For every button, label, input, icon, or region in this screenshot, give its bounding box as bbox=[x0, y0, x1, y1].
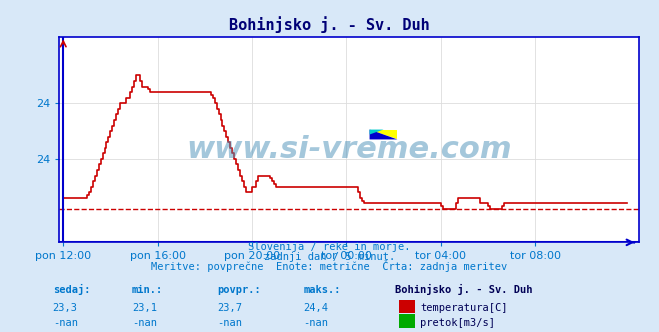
Text: min.:: min.: bbox=[132, 285, 163, 295]
Text: pretok[m3/s]: pretok[m3/s] bbox=[420, 318, 496, 328]
Text: temperatura[C]: temperatura[C] bbox=[420, 303, 508, 313]
Text: 23,3: 23,3 bbox=[53, 303, 78, 313]
Text: sedaj:: sedaj: bbox=[53, 284, 90, 295]
Text: -nan: -nan bbox=[217, 318, 243, 328]
Text: maks.:: maks.: bbox=[303, 285, 341, 295]
Text: -nan: -nan bbox=[132, 318, 157, 328]
Text: Bohinjsko j. - Sv. Duh: Bohinjsko j. - Sv. Duh bbox=[395, 284, 533, 295]
Polygon shape bbox=[370, 129, 397, 139]
Polygon shape bbox=[370, 129, 384, 134]
Text: Slovenija / reke in morje.: Slovenija / reke in morje. bbox=[248, 242, 411, 252]
Text: 24,4: 24,4 bbox=[303, 303, 328, 313]
Polygon shape bbox=[370, 129, 397, 139]
Text: -nan: -nan bbox=[303, 318, 328, 328]
Text: Meritve: povprečne  Enote: metrične  Črta: zadnja meritev: Meritve: povprečne Enote: metrične Črta:… bbox=[152, 260, 507, 272]
Text: 23,1: 23,1 bbox=[132, 303, 157, 313]
Text: Bohinjsko j. - Sv. Duh: Bohinjsko j. - Sv. Duh bbox=[229, 17, 430, 34]
Text: 23,7: 23,7 bbox=[217, 303, 243, 313]
Text: www.si-vreme.com: www.si-vreme.com bbox=[186, 135, 512, 164]
Text: zadnji dan / 5 minut.: zadnji dan / 5 minut. bbox=[264, 252, 395, 262]
Text: povpr.:: povpr.: bbox=[217, 285, 261, 295]
Text: -nan: -nan bbox=[53, 318, 78, 328]
